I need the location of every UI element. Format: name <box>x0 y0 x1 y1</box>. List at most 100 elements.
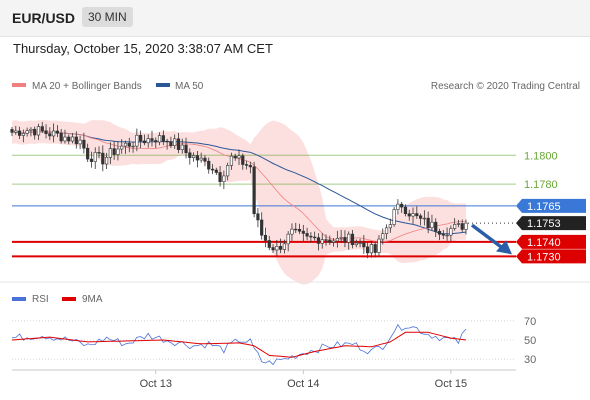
candle <box>70 133 75 144</box>
candle-body <box>316 237 321 244</box>
candle <box>55 125 59 137</box>
candle <box>108 142 112 165</box>
candle-body <box>437 231 442 235</box>
level-label-3: 1.1740 <box>516 234 586 249</box>
candle-body <box>78 139 82 145</box>
candle-body <box>101 152 105 165</box>
candle-body <box>116 148 120 155</box>
candle <box>127 137 131 153</box>
timeframe-badge[interactable]: 30 MIN <box>82 7 133 27</box>
candle <box>207 157 211 174</box>
level-label-4: 1.1730 <box>516 249 586 264</box>
candle-body <box>67 136 71 142</box>
level-labels: 1.1800 1.1780 1.1765 1.1740 1.1730 1.1753 <box>516 150 586 264</box>
candle <box>282 239 287 254</box>
candle-body <box>373 244 377 253</box>
candle-body <box>157 135 162 143</box>
candle <box>396 199 400 215</box>
candle <box>59 129 63 144</box>
candle-body <box>263 234 268 241</box>
candle-body <box>282 243 287 250</box>
candle-body <box>165 140 169 143</box>
candle <box>154 137 158 149</box>
candle-body <box>36 126 41 136</box>
candle <box>157 132 162 146</box>
rsi-legend: RSI 9MA <box>12 294 103 305</box>
level-label-1: 1.1780 <box>524 179 558 191</box>
candle-body <box>331 240 336 243</box>
last-price-label: 1.1753 <box>516 216 586 231</box>
level-label-2-box <box>516 198 586 213</box>
candle <box>407 209 411 221</box>
candle <box>25 127 29 137</box>
candle-body <box>290 228 294 235</box>
last-price-label-box <box>516 216 586 231</box>
candle <box>339 229 343 244</box>
candle-body <box>195 155 199 161</box>
candle-body <box>199 157 203 161</box>
candle <box>453 218 457 231</box>
candle-body <box>248 165 252 168</box>
candle-body <box>48 133 52 137</box>
candle-body <box>415 213 419 217</box>
candle <box>324 234 328 246</box>
candle-body <box>180 144 184 150</box>
candle <box>456 219 461 228</box>
candle <box>104 152 109 170</box>
candle-body <box>256 213 260 221</box>
candle-body <box>384 227 389 234</box>
candle <box>14 125 18 135</box>
candle-body <box>294 228 298 231</box>
candle-body <box>381 233 385 240</box>
candle-body <box>214 169 218 173</box>
credit-label: Research © 2020 Trading Central <box>431 81 580 92</box>
candle-body <box>271 247 275 251</box>
candle <box>226 162 230 181</box>
candle <box>248 161 252 174</box>
candle-body <box>150 138 154 141</box>
candle <box>237 149 241 166</box>
candle <box>362 235 366 254</box>
candle <box>203 154 207 167</box>
candle <box>139 130 143 149</box>
candle <box>301 224 305 242</box>
candle-body <box>237 155 241 159</box>
candle-body <box>142 140 147 144</box>
candle <box>434 218 438 238</box>
candle-body <box>108 148 112 158</box>
candle-body <box>286 233 290 245</box>
candle <box>180 138 184 154</box>
candle <box>165 138 169 150</box>
candle-body <box>279 246 283 250</box>
candle-body <box>339 237 343 239</box>
candle <box>142 134 147 146</box>
candle <box>173 134 177 149</box>
candle-body <box>93 152 97 162</box>
candle <box>74 131 78 149</box>
candle-body <box>188 152 192 158</box>
candle <box>388 218 392 233</box>
candle-body <box>229 155 234 166</box>
candle-body <box>407 213 411 217</box>
candle <box>297 223 302 235</box>
candle-body <box>377 238 381 253</box>
candle <box>411 207 415 224</box>
candle <box>369 241 374 258</box>
candle-body <box>388 224 392 229</box>
symbol-label: EUR/USD <box>12 10 76 26</box>
candles <box>10 122 468 259</box>
candle-body <box>347 233 351 243</box>
candle-body <box>354 242 358 246</box>
candle <box>44 124 48 139</box>
candle <box>40 122 44 133</box>
candle-body <box>449 228 453 236</box>
candle <box>176 132 181 154</box>
candle-body <box>366 246 370 254</box>
candle <box>63 129 67 144</box>
candle-body <box>456 223 461 225</box>
candle <box>441 229 445 240</box>
candle-body <box>362 242 366 248</box>
candle-body <box>161 135 165 142</box>
candle <box>21 129 25 143</box>
